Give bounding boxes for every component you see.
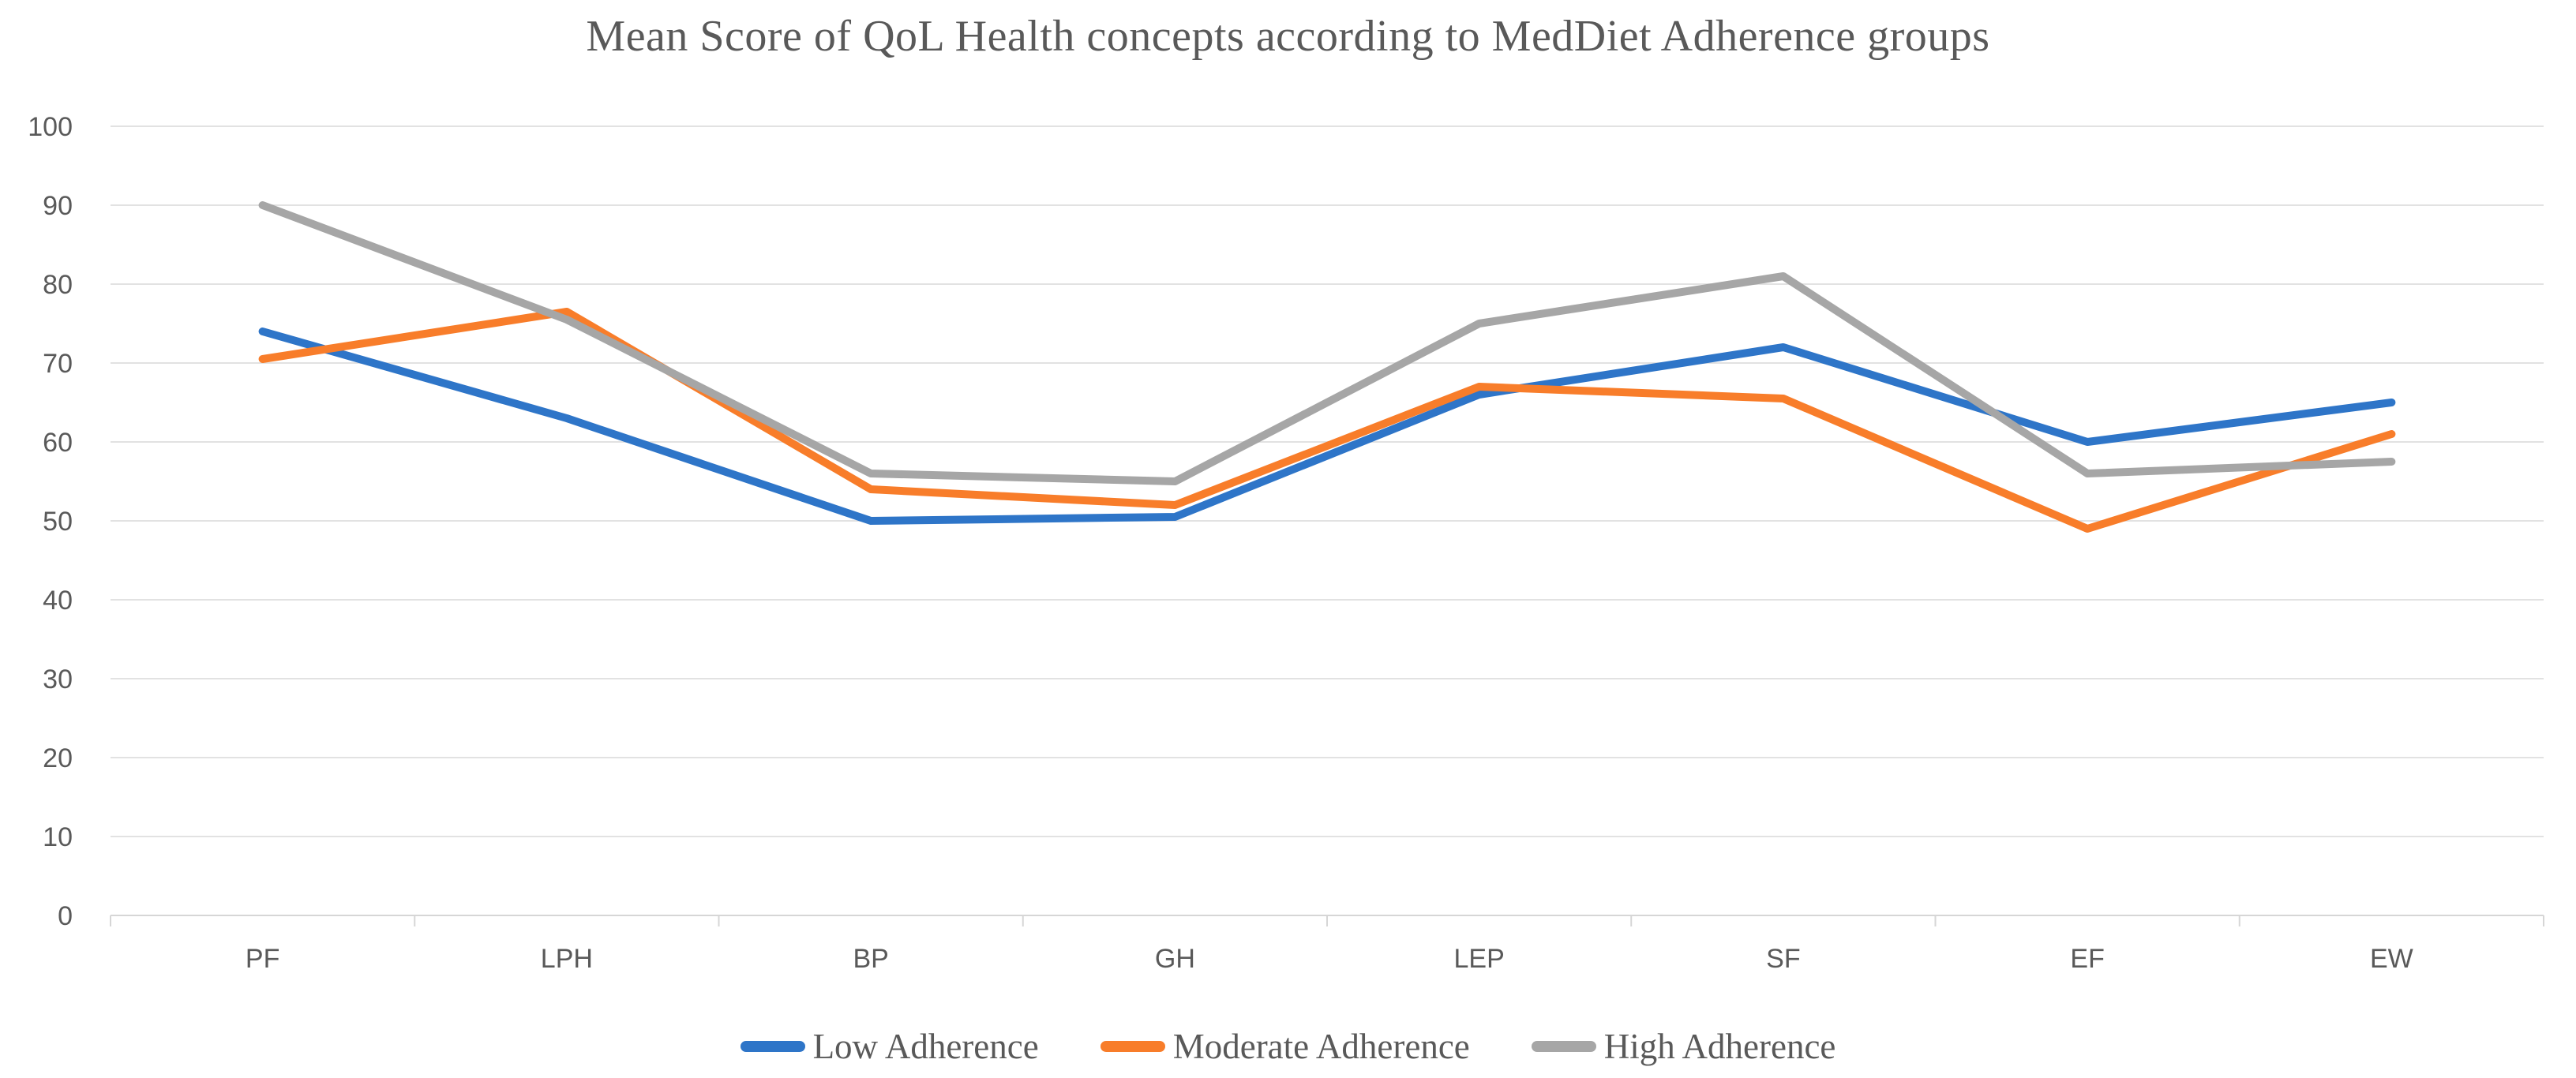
x-tick-label: LEP (1453, 944, 1504, 974)
y-tick-label: 30 (43, 664, 73, 694)
legend-marker-low-adherence (740, 1041, 805, 1052)
y-tick-label: 90 (43, 191, 73, 221)
chart-title: Mean Score of QoL Health concepts accord… (586, 12, 1990, 61)
legend-label-high-adherence: High Adherence (1603, 1027, 1836, 1066)
legend-item-high-adherence: High Adherence (1531, 1026, 1836, 1067)
legend-item-moderate-adherence: Moderate Adherence (1100, 1026, 1470, 1067)
x-tick-label: EW (2370, 944, 2413, 974)
x-tick-label: LPH (541, 944, 593, 974)
legend-label-moderate-adherence: Moderate Adherence (1172, 1027, 1470, 1066)
y-tick-label: 70 (43, 349, 73, 379)
series-line-low-adherence (258, 328, 2396, 525)
legend-marker-moderate-adherence (1100, 1041, 1165, 1052)
x-tick-label: BP (853, 944, 888, 974)
y-tick-label: 50 (43, 507, 73, 537)
chart-legend: Low Adherence Moderate Adherence High Ad… (0, 1026, 2576, 1067)
y-tick-label: 0 (58, 901, 73, 931)
legend-item-low-adherence: Low Adherence (740, 1026, 1039, 1067)
legend-label-low-adherence: Low Adherence (812, 1027, 1039, 1066)
x-tick-label: GH (1155, 944, 1195, 974)
y-tick-label: 80 (43, 270, 73, 300)
legend-marker-high-adherence (1531, 1041, 1596, 1052)
series-line-high-adherence (258, 201, 2396, 485)
y-tick-label: 100 (28, 112, 73, 142)
y-tick-label: 10 (43, 822, 73, 852)
x-tick-label: PF (246, 944, 279, 974)
x-tick-label: EF (2070, 944, 2104, 974)
x-tick-label: SF (1766, 944, 1800, 974)
y-tick-label: 20 (43, 743, 73, 773)
y-tick-label: 60 (43, 428, 73, 458)
y-tick-label: 40 (43, 586, 73, 616)
